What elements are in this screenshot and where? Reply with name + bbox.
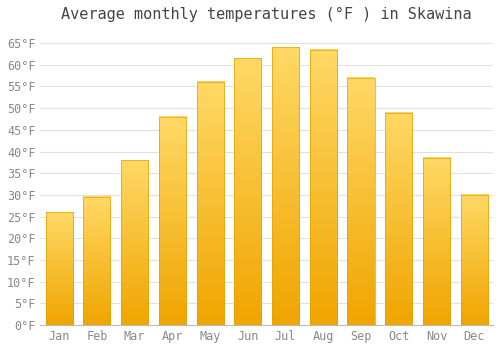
Bar (460, 195, 488, 325)
Bar (385, 113, 412, 325)
Bar (196, 82, 224, 325)
Bar (159, 117, 186, 325)
Bar (46, 212, 73, 325)
Title: Average monthly temperatures (°F ) in Skawina: Average monthly temperatures (°F ) in Sk… (62, 7, 472, 22)
Bar (234, 58, 262, 325)
Bar (348, 78, 374, 325)
Bar (272, 48, 299, 325)
Bar (423, 158, 450, 325)
Bar (310, 50, 337, 325)
Bar (121, 160, 148, 325)
Bar (84, 197, 110, 325)
